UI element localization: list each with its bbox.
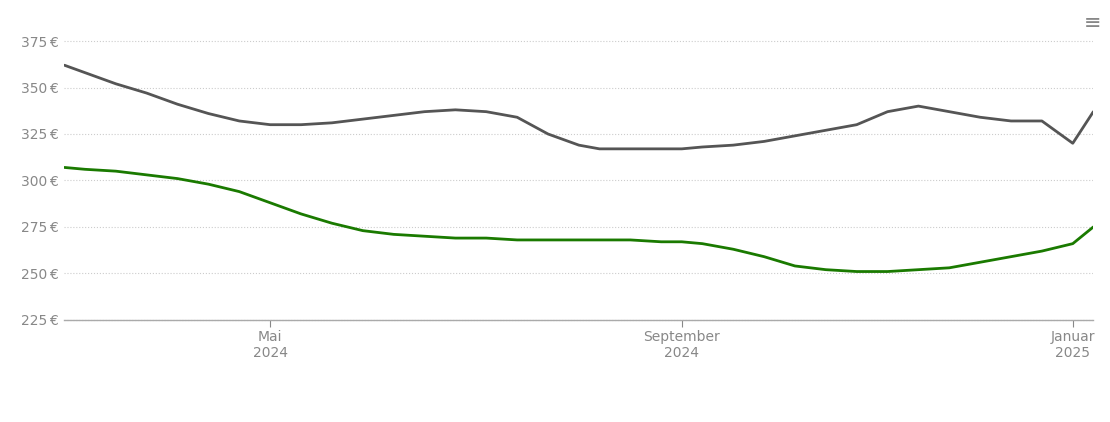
Text: ≡: ≡: [1083, 13, 1101, 32]
